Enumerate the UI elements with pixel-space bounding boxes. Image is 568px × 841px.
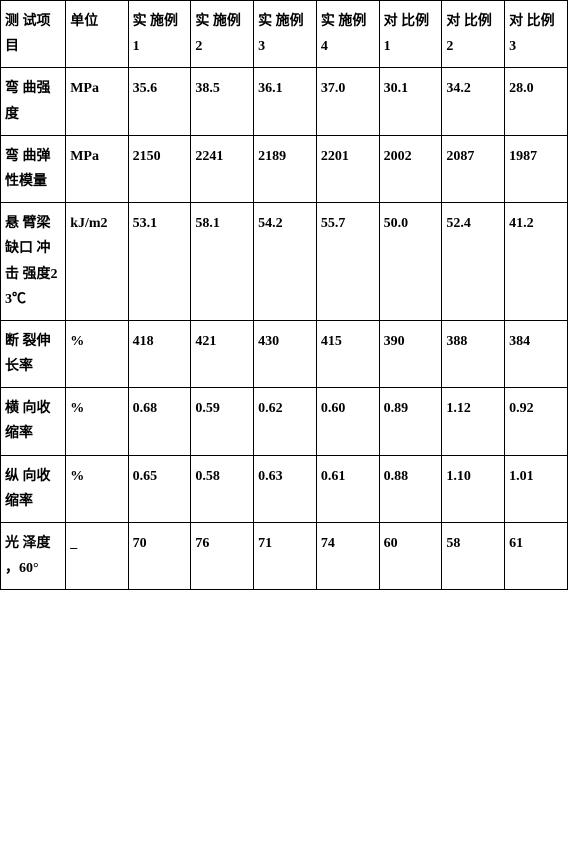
cell-value: 76 — [191, 523, 254, 590]
cell-value: 0.68 — [128, 388, 191, 455]
cell-value: 0.58 — [191, 455, 254, 522]
cell-value: 52.4 — [442, 203, 505, 321]
cell-item: 横 向收 缩率 — [1, 388, 66, 455]
header-cmp3: 对 比例 3 — [505, 1, 568, 68]
cell-value: 2150 — [128, 135, 191, 202]
cell-value: 0.89 — [379, 388, 442, 455]
cell-value: 0.60 — [316, 388, 379, 455]
cell-value: 54.2 — [254, 203, 317, 321]
cell-unit: % — [66, 388, 128, 455]
cell-value: 35.6 — [128, 68, 191, 135]
cell-value: 1.01 — [505, 455, 568, 522]
cell-unit: kJ/m2 — [66, 203, 128, 321]
cell-item: 弯 曲强度 — [1, 68, 66, 135]
cell-value: 415 — [316, 320, 379, 387]
cell-value: 55.7 — [316, 203, 379, 321]
cell-value: 1.12 — [442, 388, 505, 455]
cell-unit: % — [66, 455, 128, 522]
cell-value: 0.88 — [379, 455, 442, 522]
header-ex4: 实 施例 4 — [316, 1, 379, 68]
cell-value: 70 — [128, 523, 191, 590]
table-row: 横 向收 缩率 % 0.68 0.59 0.62 0.60 0.89 1.12 … — [1, 388, 568, 455]
cell-unit: _ — [66, 523, 128, 590]
cell-value: 0.63 — [254, 455, 317, 522]
cell-value: 74 — [316, 523, 379, 590]
cell-item: 悬 臂梁 缺口 冲击 强度23℃ — [1, 203, 66, 321]
cell-value: 418 — [128, 320, 191, 387]
cell-item: 纵 向收 缩率 — [1, 455, 66, 522]
table-body: 弯 曲强度 MPa 35.6 38.5 36.1 37.0 30.1 34.2 … — [1, 68, 568, 590]
table-row: 断 裂伸 长率 % 418 421 430 415 390 388 384 — [1, 320, 568, 387]
cell-value: 2087 — [442, 135, 505, 202]
header-ex1: 实 施例 1 — [128, 1, 191, 68]
table-row: 弯 曲强度 MPa 35.6 38.5 36.1 37.0 30.1 34.2 … — [1, 68, 568, 135]
cell-value: 2241 — [191, 135, 254, 202]
table-row: 纵 向收 缩率 % 0.65 0.58 0.63 0.61 0.88 1.10 … — [1, 455, 568, 522]
cell-value: 430 — [254, 320, 317, 387]
cell-value: 384 — [505, 320, 568, 387]
cell-item: 断 裂伸 长率 — [1, 320, 66, 387]
cell-item: 光 泽度 ，60° — [1, 523, 66, 590]
cell-value: 60 — [379, 523, 442, 590]
cell-unit: % — [66, 320, 128, 387]
cell-value: 50.0 — [379, 203, 442, 321]
cell-value: 28.0 — [505, 68, 568, 135]
header-item: 测 试项目 — [1, 1, 66, 68]
cell-value: 1987 — [505, 135, 568, 202]
cell-item: 弯 曲弹 性模量 — [1, 135, 66, 202]
cell-value: 37.0 — [316, 68, 379, 135]
cell-value: 58.1 — [191, 203, 254, 321]
header-ex2: 实 施例 2 — [191, 1, 254, 68]
cell-value: 0.61 — [316, 455, 379, 522]
table-row: 弯 曲弹 性模量 MPa 2150 2241 2189 2201 2002 20… — [1, 135, 568, 202]
data-table-container: 测 试项目 单位 实 施例 1 实 施例 2 实 施例 3 实 施例 4 对 比… — [0, 0, 568, 590]
cell-value: 421 — [191, 320, 254, 387]
cell-value: 2189 — [254, 135, 317, 202]
cell-value: 38.5 — [191, 68, 254, 135]
header-cmp1: 对 比例 1 — [379, 1, 442, 68]
table-header-row: 测 试项目 单位 实 施例 1 实 施例 2 实 施例 3 实 施例 4 对 比… — [1, 1, 568, 68]
cell-value: 1.10 — [442, 455, 505, 522]
cell-value: 2002 — [379, 135, 442, 202]
cell-value: 58 — [442, 523, 505, 590]
cell-value: 0.62 — [254, 388, 317, 455]
cell-value: 0.92 — [505, 388, 568, 455]
header-unit: 单位 — [66, 1, 128, 68]
cell-unit: MPa — [66, 68, 128, 135]
cell-value: 41.2 — [505, 203, 568, 321]
table-row: 光 泽度 ，60° _ 70 76 71 74 60 58 61 — [1, 523, 568, 590]
cell-value: 30.1 — [379, 68, 442, 135]
cell-value: 61 — [505, 523, 568, 590]
data-table: 测 试项目 单位 实 施例 1 实 施例 2 实 施例 3 实 施例 4 对 比… — [0, 0, 568, 590]
cell-value: 388 — [442, 320, 505, 387]
header-cmp2: 对 比例 2 — [442, 1, 505, 68]
cell-value: 53.1 — [128, 203, 191, 321]
cell-unit: MPa — [66, 135, 128, 202]
cell-value: 2201 — [316, 135, 379, 202]
cell-value: 0.59 — [191, 388, 254, 455]
cell-value: 34.2 — [442, 68, 505, 135]
cell-value: 390 — [379, 320, 442, 387]
cell-value: 71 — [254, 523, 317, 590]
table-row: 悬 臂梁 缺口 冲击 强度23℃ kJ/m2 53.1 58.1 54.2 55… — [1, 203, 568, 321]
header-ex3: 实 施例 3 — [254, 1, 317, 68]
cell-value: 36.1 — [254, 68, 317, 135]
cell-value: 0.65 — [128, 455, 191, 522]
